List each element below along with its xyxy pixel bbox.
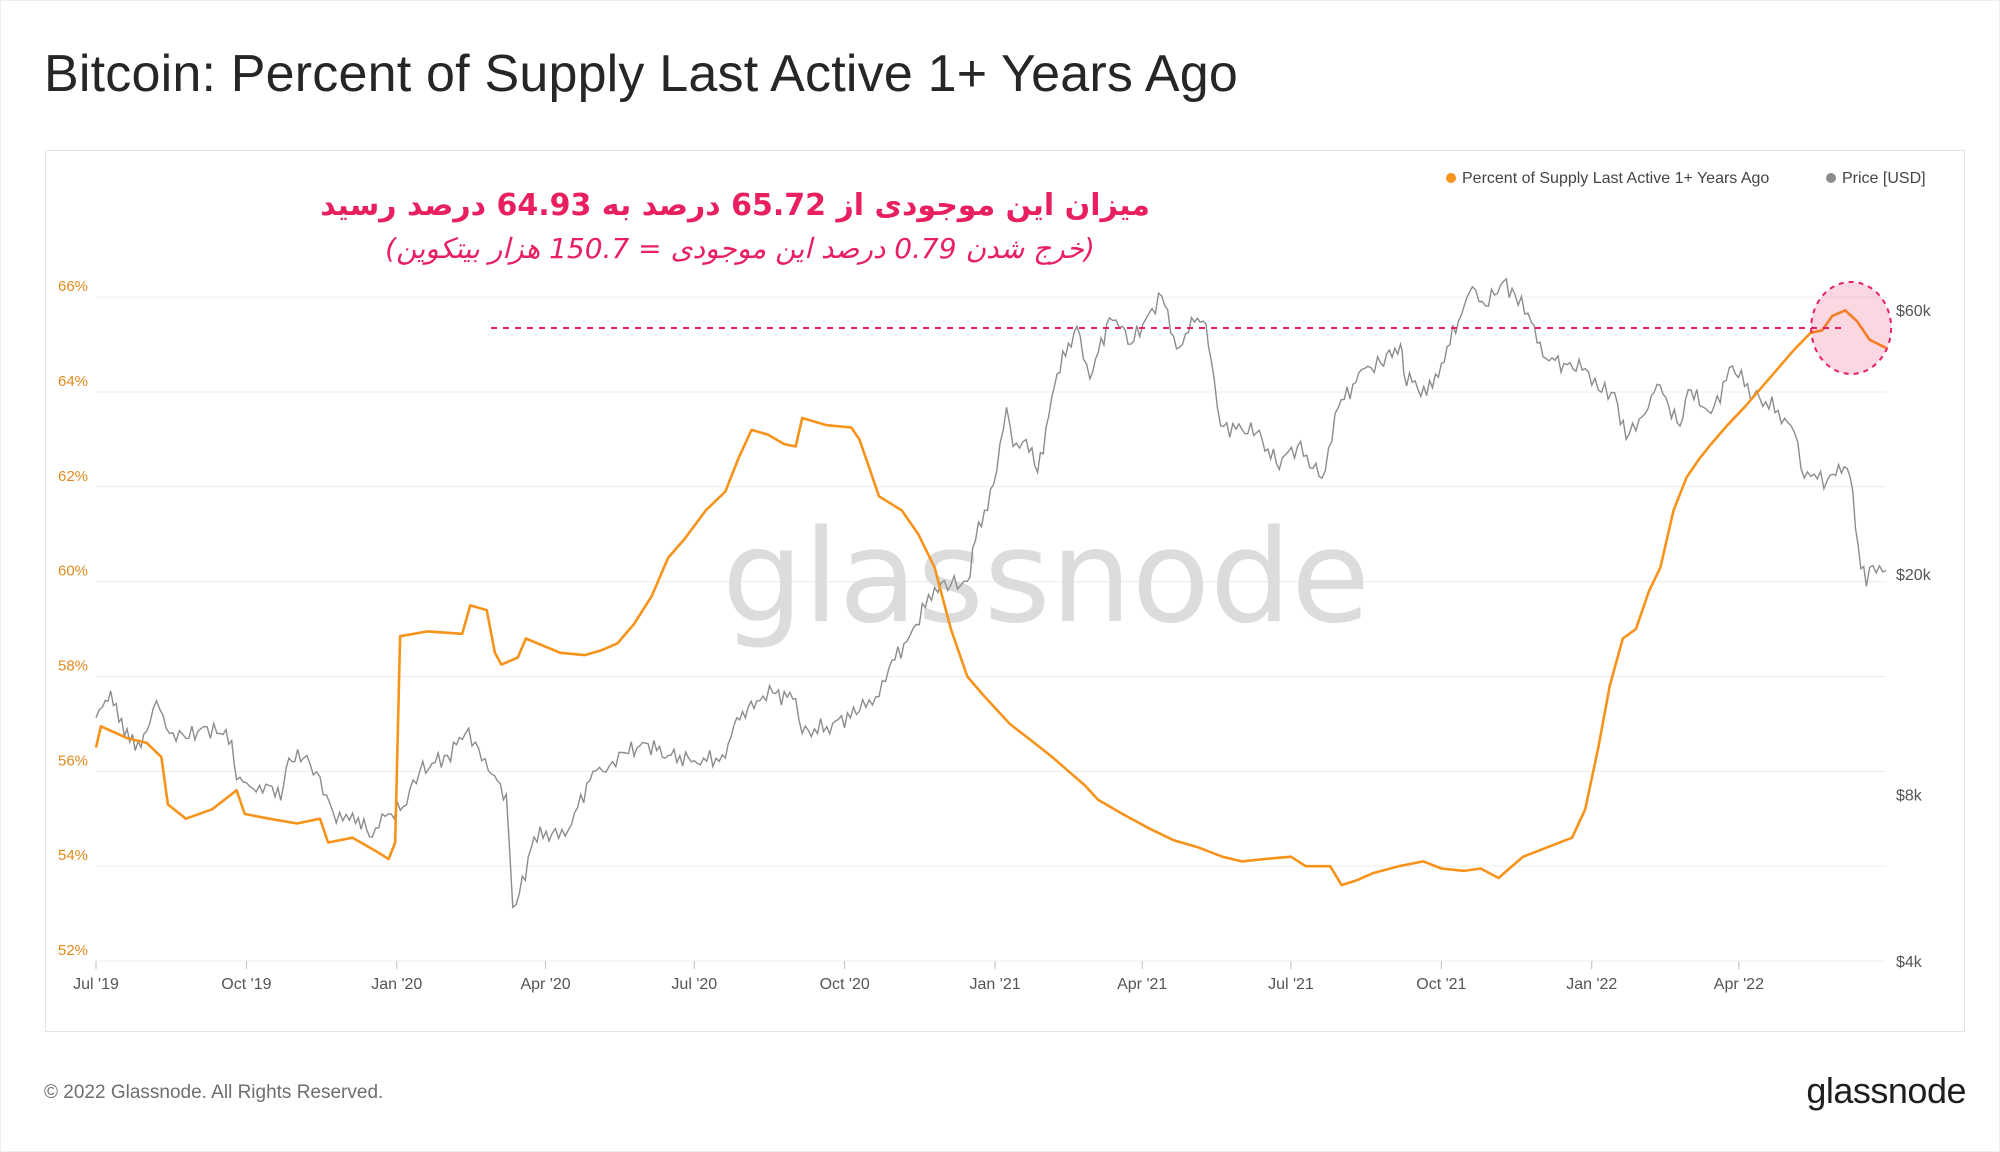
legend-price-label: Price [USD]	[1842, 170, 1926, 187]
x-tick-label: Oct '19	[221, 976, 271, 993]
x-tick-label: Apr '20	[520, 976, 570, 993]
x-tick-label: Jul '21	[1268, 976, 1314, 993]
highlight-circle	[1810, 280, 1893, 375]
page-title: Bitcoin: Percent of Supply Last Active 1…	[44, 45, 1238, 103]
watermark: glassnode	[722, 503, 1370, 652]
y-left-tick-label: 58%	[58, 657, 88, 674]
x-tick-label: Jul '20	[671, 976, 717, 993]
y-axis-left: 52% 54% 56% 58% 60% 62% 64% 66%	[58, 278, 88, 959]
y-left-tick-label: 52%	[58, 942, 88, 959]
y-left-tick-label: 66%	[58, 278, 88, 295]
y-left-tick-label: 60%	[58, 563, 88, 580]
x-tick-label: Apr '22	[1714, 976, 1764, 993]
y-right-tick-label: $8k	[1896, 787, 1923, 804]
glassnode-logo: glassnode	[1806, 1070, 1966, 1111]
legend: Percent of Supply Last Active 1+ Years A…	[1446, 170, 1926, 187]
x-tick-label: Jan '20	[371, 976, 422, 993]
x-tick-label: Apr '21	[1117, 976, 1167, 993]
supply-series-line	[94, 309, 1887, 887]
x-tick-label: Oct '20	[820, 976, 870, 993]
x-tick-label: Jul '19	[73, 976, 119, 993]
x-tick-label: Jan '22	[1566, 976, 1617, 993]
y-left-tick-label: 64%	[58, 373, 88, 390]
legend-supply-dot	[1446, 173, 1456, 183]
y-left-tick-label: 62%	[58, 468, 88, 485]
chart-card: glassnode 52% 54% 56% 58% 60% 62% 64% 66% $4k $8…	[45, 150, 1965, 1032]
legend-supply-label: Percent of Supply Last Active 1+ Years A…	[1462, 170, 1769, 187]
chart-svg: glassnode 52% 54% 56% 58% 60% 62% 64% 66% $4k $8…	[58, 170, 1932, 993]
grid-lines	[96, 296, 1886, 962]
x-axis: Jul '19 Oct '19 Jan '20 Apr '20 Jul '20 Oct '…	[73, 961, 1764, 993]
y-left-tick-label: 56%	[58, 752, 88, 769]
copyright-text: © 2022 Glassnode. All Rights Reserved.	[44, 1082, 384, 1103]
annotation-line-1: میزان این موجودی از 65.72 درصد به 64.93 …	[320, 188, 1150, 223]
x-tick-label: Jan '21	[970, 976, 1021, 993]
annotation-line-2: (خرج شدن 0.79 درصد این موجودی = 150.7 هز…	[385, 232, 1095, 265]
y-right-tick-label: $4k	[1896, 954, 1923, 971]
y-axis-right: $4k $8k $20k $60k	[1896, 303, 1932, 971]
x-tick-label: Oct '21	[1416, 976, 1466, 993]
y-left-tick-label: 54%	[58, 847, 88, 864]
legend-price-dot	[1826, 173, 1836, 183]
y-right-tick-label: $60k	[1896, 303, 1932, 320]
y-right-tick-label: $20k	[1896, 567, 1932, 584]
